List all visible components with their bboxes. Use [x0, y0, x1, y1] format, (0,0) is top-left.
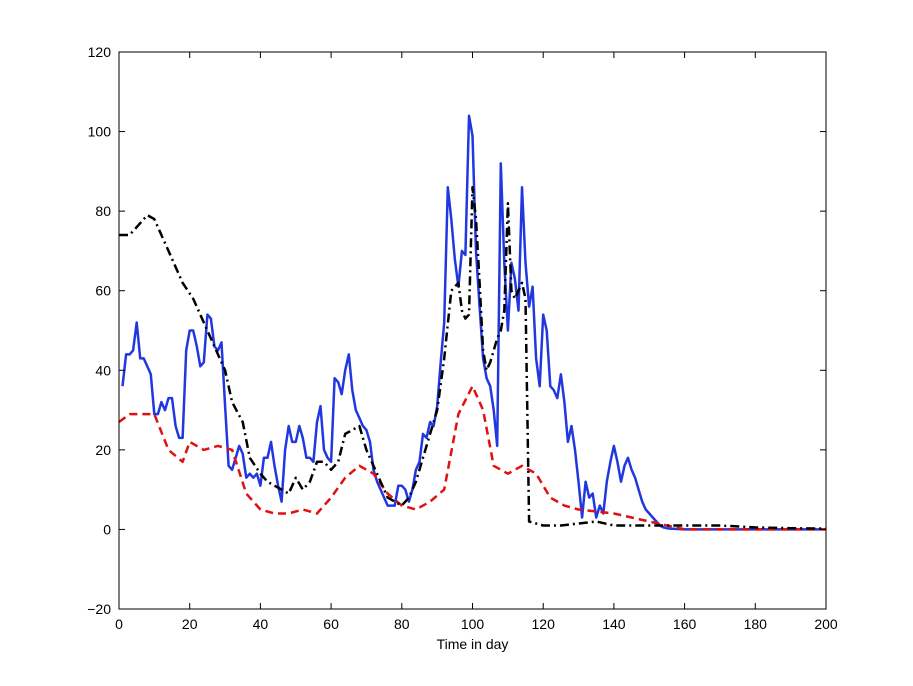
axis-ticks: 0 20 40 60 80 100 120 140 160 180 200−200204060801… — [87, 44, 838, 632]
x-tick-label: 120 — [532, 616, 556, 632]
x-tick-label: 80 — [394, 616, 410, 632]
y-tick-label: 120 — [88, 44, 112, 60]
plot-lines — [118, 114, 827, 531]
series-line-3-dashdot — [119, 186, 827, 530]
x-tick-label: 160 — [673, 616, 697, 632]
x-tick-label: 200 — [814, 616, 838, 632]
y-tick-label: 20 — [95, 442, 111, 458]
y-tick-label: 60 — [95, 283, 111, 299]
x-axis-label: Time in day — [437, 636, 509, 652]
y-tick-label: 40 — [95, 362, 111, 378]
y-tick-label: 0 — [103, 521, 111, 537]
x-tick-label: 60 — [323, 616, 339, 632]
x-tick-label: 0 — [115, 616, 123, 632]
x-tick-label: 40 — [253, 616, 269, 632]
x-tick-label: 140 — [602, 616, 626, 632]
series-line-1-solid — [121, 114, 826, 531]
y-tick-label: 80 — [95, 203, 111, 219]
x-tick-label: 20 — [182, 616, 198, 632]
x-tick-label: 100 — [461, 616, 485, 632]
y-tick-label: −20 — [87, 601, 111, 617]
y-tick-label: 100 — [88, 124, 112, 140]
x-tick-label: 180 — [744, 616, 768, 632]
